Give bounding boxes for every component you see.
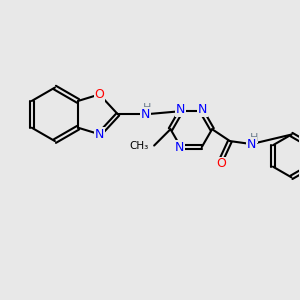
Text: O: O [216,158,226,170]
Text: N: N [175,141,184,154]
Text: N: N [140,108,150,121]
Text: CH₃: CH₃ [129,140,148,151]
Text: N: N [198,103,207,116]
Text: H: H [250,133,258,142]
Text: N: N [176,103,185,116]
Text: O: O [94,88,104,101]
Text: N: N [95,128,104,141]
Text: N: N [247,138,256,151]
Text: H: H [142,103,151,113]
